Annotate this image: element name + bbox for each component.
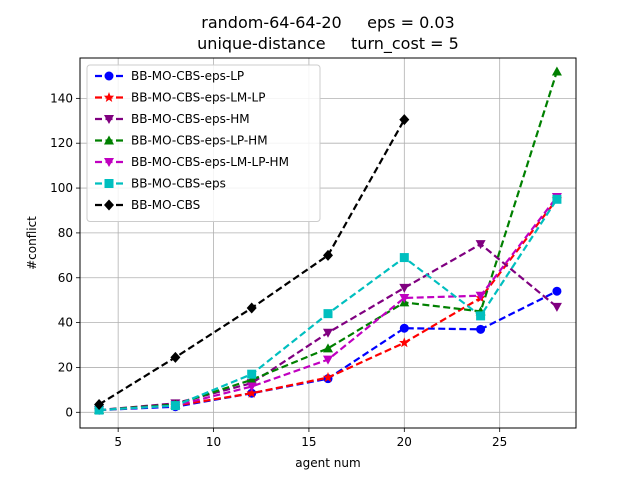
data-point xyxy=(246,374,257,384)
x-tick-label: 5 xyxy=(114,435,122,449)
chart-title-line2: unique-distance turn_cost = 5 xyxy=(197,34,459,54)
y-tick-label: 40 xyxy=(58,316,73,330)
data-point xyxy=(551,66,562,76)
data-point xyxy=(246,382,257,392)
legend-item: BB-MO-CBS-eps xyxy=(95,177,226,191)
legend-marker xyxy=(103,92,115,102)
legend-label: BB-MO-CBS-eps-LP xyxy=(131,69,244,83)
data-point xyxy=(399,114,410,126)
data-point xyxy=(476,324,486,334)
data-point xyxy=(552,286,562,296)
legend-label: BB-MO-CBS-eps xyxy=(131,177,226,191)
data-point xyxy=(323,249,333,261)
data-point xyxy=(94,398,105,410)
legend-marker xyxy=(104,158,114,167)
legend-marker xyxy=(104,199,114,211)
legend-marker xyxy=(104,179,114,188)
legend-item: BB-MO-CBS-eps-LP-HM xyxy=(95,134,268,148)
axis-ticks: 5 10 15 20 25 0 20 40 60 80 100 120 140 xyxy=(50,91,507,449)
data-point xyxy=(399,253,409,263)
data-point xyxy=(246,302,257,314)
data-point xyxy=(323,355,333,365)
x-tick-label: 10 xyxy=(206,435,221,449)
legend-item: BB-MO-CBS-eps-LP xyxy=(95,69,244,83)
y-tick-label: 100 xyxy=(50,181,73,195)
data-point xyxy=(476,311,486,321)
y-tick-label: 20 xyxy=(58,360,73,374)
series xyxy=(94,194,562,415)
y-tick-label: 140 xyxy=(50,91,73,105)
x-tick-label: 20 xyxy=(397,435,412,449)
legend-item: BB-MO-CBS-eps-HM xyxy=(95,112,250,126)
series-group xyxy=(93,66,563,416)
legend-label: BB-MO-CBS xyxy=(131,198,200,212)
data-point xyxy=(247,369,257,379)
data-point xyxy=(475,291,486,301)
series xyxy=(94,114,410,410)
legend-box xyxy=(86,64,321,222)
y-tick-label: 120 xyxy=(50,136,73,150)
data-point xyxy=(552,194,562,204)
y-axis-label: #conflict xyxy=(25,216,39,270)
data-point xyxy=(170,351,181,363)
data-point xyxy=(170,401,180,411)
legend-label: BB-MO-CBS-eps-HM xyxy=(131,112,250,126)
y-tick-label: 60 xyxy=(58,271,73,285)
legend-label: BB-MO-CBS-eps-LM-LP-HM xyxy=(131,155,289,169)
legend-label: BB-MO-CBS-eps-LM-LP xyxy=(131,91,265,105)
legend-marker xyxy=(104,135,114,145)
legend: BB-MO-CBS-eps-LP BB-MO-CBS-eps-LM-LP BB-MO… xyxy=(86,64,321,222)
data-point xyxy=(399,293,410,303)
data-point xyxy=(246,387,257,398)
chart-title-line1: random-64-64-20 eps = 0.03 xyxy=(201,13,454,32)
legend-item: BB-MO-CBS-eps-LM-LP xyxy=(95,91,265,105)
legend-item: BB-MO-CBS-eps-LM-LP-HM xyxy=(95,155,289,169)
legend-marker xyxy=(104,71,114,81)
data-point xyxy=(322,372,334,382)
legend-item: BB-MO-CBS xyxy=(95,198,200,212)
x-tick-label: 25 xyxy=(492,435,507,449)
data-point xyxy=(323,309,333,319)
legend-marker xyxy=(104,115,114,124)
data-point xyxy=(551,302,562,312)
data-point xyxy=(475,240,486,250)
y-tick-label: 80 xyxy=(58,226,73,240)
legend-label: BB-MO-CBS-eps-LP-HM xyxy=(131,134,268,148)
data-point xyxy=(399,283,410,293)
y-tick-label: 0 xyxy=(65,405,73,419)
x-tick-label: 15 xyxy=(301,435,316,449)
data-point xyxy=(323,343,333,353)
plot-frame xyxy=(79,57,577,429)
x-axis-label: agent num xyxy=(295,456,360,470)
data-point xyxy=(399,337,410,348)
data-point xyxy=(94,405,104,415)
data-point xyxy=(399,323,409,333)
data-point xyxy=(323,328,333,338)
